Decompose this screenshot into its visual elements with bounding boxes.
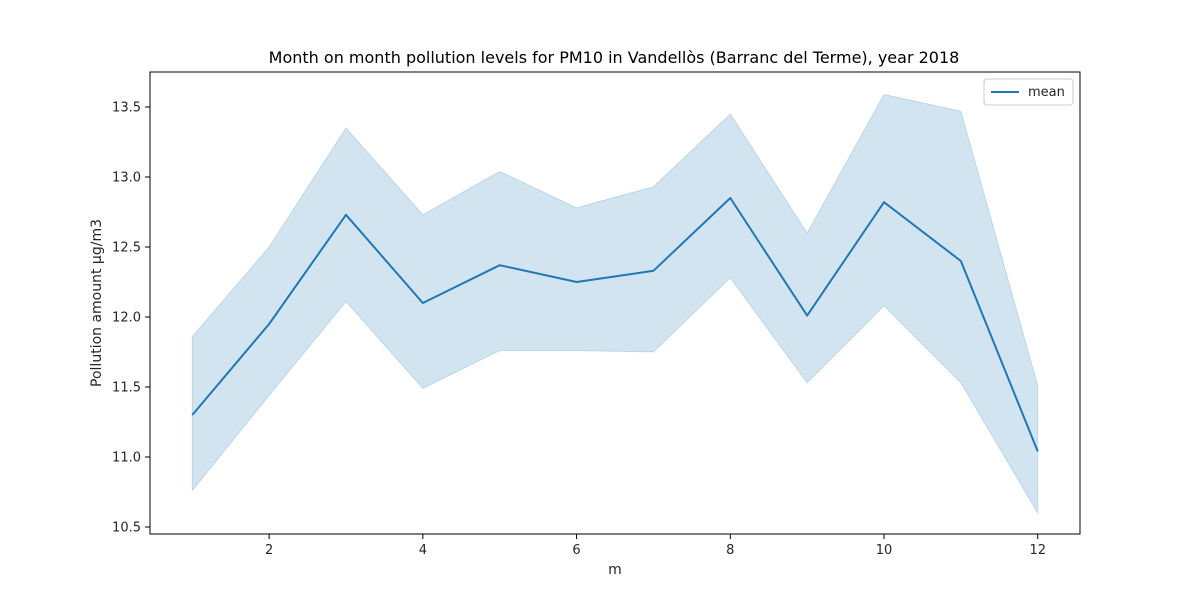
y-tick-label: 10.5 [112, 521, 141, 536]
y-tick-label: 12.0 [112, 311, 141, 326]
y-axis: 10.5 11.0 11.5 12.0 12.5 13.0 13.5 [112, 101, 150, 536]
legend: mean [983, 78, 1074, 106]
y-tick-label: 11.0 [112, 451, 141, 466]
plot-frame [149, 71, 1081, 535]
x-axis-label: m [608, 562, 622, 578]
x-axis: 2 4 6 8 10 12 [265, 534, 1046, 558]
y-tick-label: 13.5 [112, 101, 141, 116]
y-tick-label: 13.0 [112, 171, 141, 186]
confidence-band-mean [191, 93, 1039, 515]
chart-title: Month on month pollution levels for PM10… [269, 48, 960, 67]
x-tick-label: 12 [1029, 543, 1046, 558]
y-axis-label: Pollution amount µg/m3 [89, 219, 105, 387]
y-tick-label: 12.5 [112, 241, 141, 256]
y-tick-label: 11.5 [112, 381, 141, 396]
x-tick-label: 10 [876, 543, 893, 558]
x-tick-label: 6 [572, 543, 580, 558]
x-tick-label: 2 [265, 543, 273, 558]
series-line-mean [191, 197, 1039, 452]
x-tick-label: 8 [726, 543, 734, 558]
legend-label-mean: mean [1028, 85, 1065, 100]
legend-box [983, 78, 1074, 106]
x-tick-label: 4 [419, 543, 427, 558]
plot-area [191, 93, 1039, 515]
